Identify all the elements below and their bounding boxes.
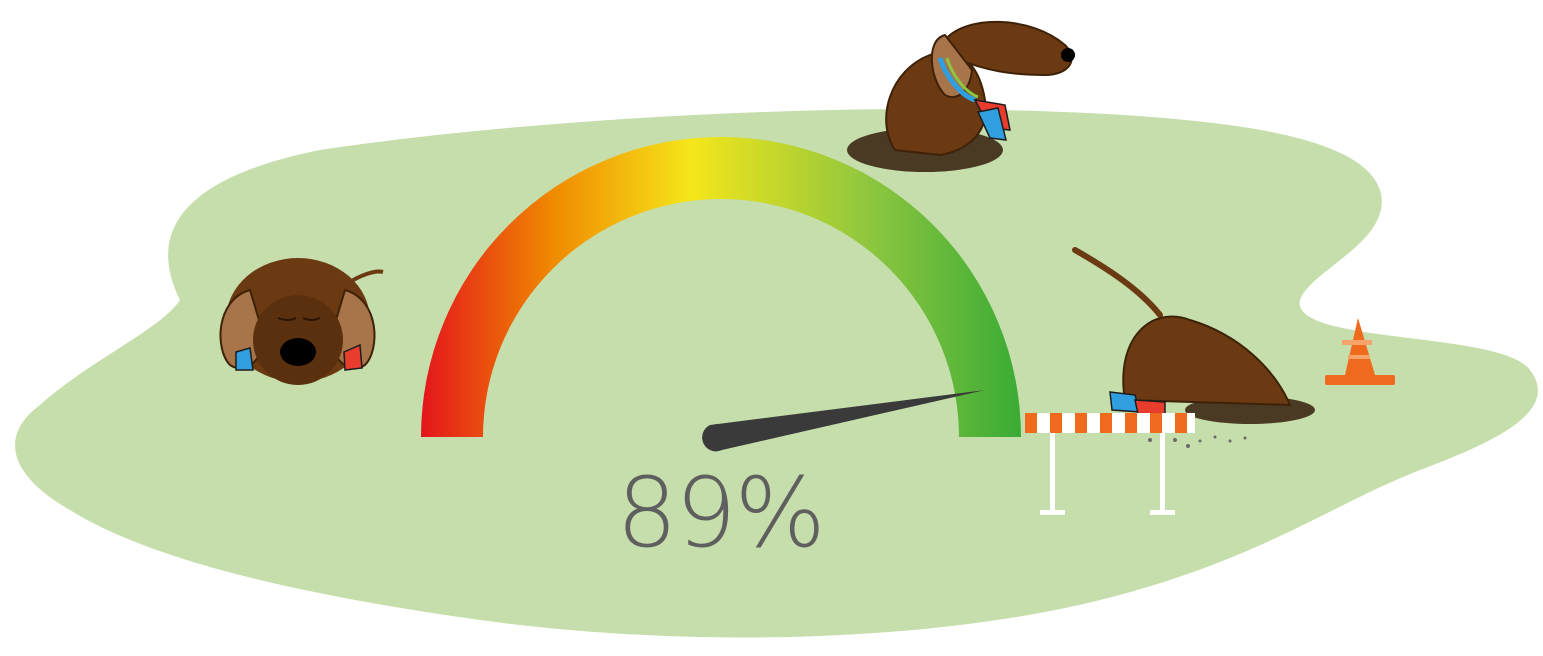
gauge-arc — [421, 137, 1021, 437]
traffic-cone-icon — [1325, 318, 1395, 385]
gauge-value-label: 89% — [616, 457, 825, 569]
hurdle-icon — [1025, 413, 1195, 515]
gauge-needle — [702, 390, 985, 452]
grass-background — [15, 109, 1538, 638]
dog-digging-icon — [1072, 247, 1315, 448]
dog-hiding-icon — [219, 258, 384, 385]
dog-sitting-icon — [847, 20, 1075, 172]
